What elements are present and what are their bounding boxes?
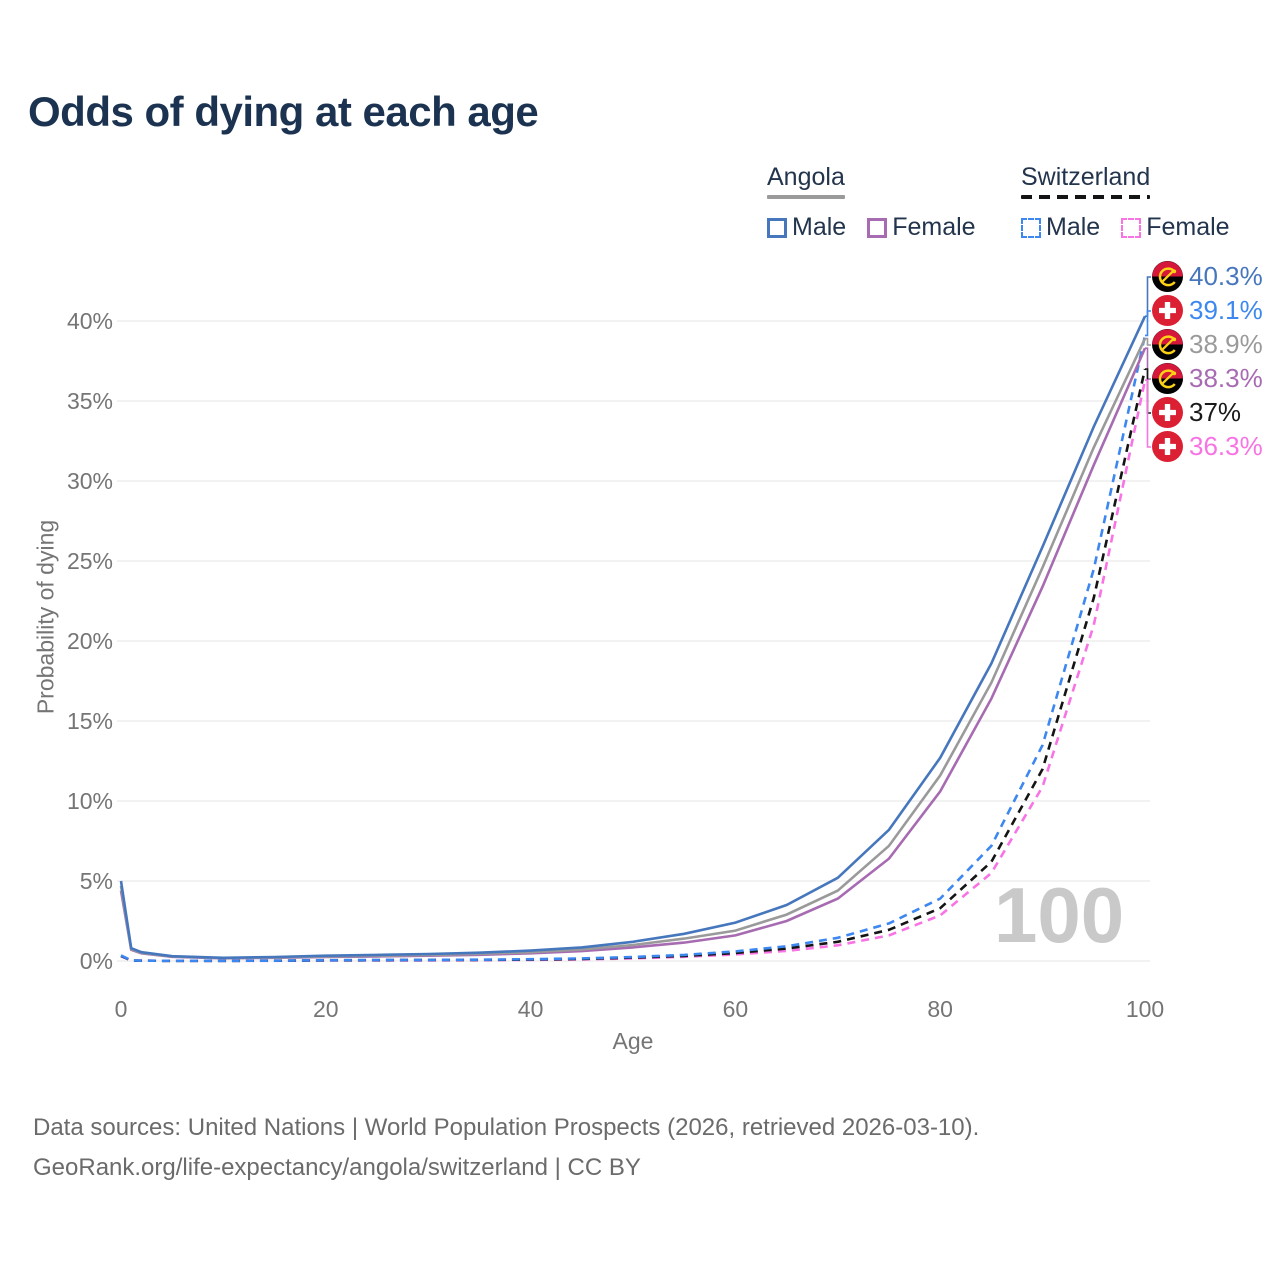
attribution-line: GeoRank.org/life-expectancy/angola/switz… xyxy=(33,1154,641,1181)
end-label-angola-male: 40.3% xyxy=(1152,261,1263,292)
angola-flag-icon xyxy=(1152,363,1183,394)
y-tick-label: 15% xyxy=(66,708,113,734)
end-label-angola-female: 38.3% xyxy=(1152,363,1263,394)
y-tick-label: 5% xyxy=(79,868,113,894)
age-watermark: 100 xyxy=(994,871,1125,959)
label-connector xyxy=(1145,347,1151,380)
angola-female-swatch-icon[interactable] xyxy=(867,217,888,238)
page-title: Odds of dying at each age xyxy=(28,88,539,135)
switzerland-flag-icon xyxy=(1152,295,1183,326)
x-tick-label: 40 xyxy=(517,996,544,1022)
series-line-switzerland-male[interactable] xyxy=(120,335,1147,963)
series-line-angola-female[interactable] xyxy=(119,347,1147,960)
data-sources-line: Data sources: United Nations | World Pop… xyxy=(33,1114,980,1141)
legend-item-switzerland-female[interactable]: Female xyxy=(1121,213,1230,242)
y-tick-label: 0% xyxy=(79,948,113,974)
x-tick-label: 0 xyxy=(114,996,128,1022)
end-label-value: 36.3% xyxy=(1189,431,1263,461)
angola-flag-icon xyxy=(1152,329,1183,360)
x-tick-label: 60 xyxy=(722,996,749,1022)
label-connector xyxy=(1145,276,1151,317)
end-label-value: 39.1% xyxy=(1189,295,1263,325)
legend-item-label[interactable]: Male xyxy=(1046,213,1101,241)
x-tick-label: 80 xyxy=(927,996,953,1022)
legend-group-angola: Angola Male Female xyxy=(767,163,976,242)
legend-item-label[interactable]: Female xyxy=(1146,213,1230,241)
angola-male-swatch-icon[interactable] xyxy=(767,217,787,238)
legend-underline-angola xyxy=(767,195,845,199)
x-axis-title: Age xyxy=(612,1028,654,1054)
legend-item-label[interactable]: Female xyxy=(892,213,976,241)
y-tick-label: 10% xyxy=(66,788,113,814)
end-label-switzerland-both-sexes: 37% xyxy=(1152,397,1241,428)
series-line-angola-male[interactable] xyxy=(119,315,1147,960)
end-label-value: 38.9% xyxy=(1189,329,1263,359)
label-connector xyxy=(1145,310,1151,337)
end-label-angola-both-sexes: 38.9% xyxy=(1152,329,1263,360)
legend-item-switzerland-male[interactable]: Male xyxy=(1021,213,1100,242)
y-tick-label: 35% xyxy=(66,388,113,414)
legend-group-switzerland: Switzerland Male Female xyxy=(1021,163,1230,242)
switzerland-female-swatch-icon[interactable] xyxy=(1121,217,1142,238)
legend-country-angola: Angola xyxy=(767,163,845,204)
y-tick-label: 25% xyxy=(66,548,113,574)
footer: Data sources: United Nations | World Pop… xyxy=(33,1108,979,1188)
end-label-switzerland-male: 39.1% xyxy=(1152,295,1263,326)
legend-country-angola-label: Angola xyxy=(767,163,845,191)
legend-item-label[interactable]: Male xyxy=(792,213,847,241)
x-tick-label: 20 xyxy=(313,996,339,1022)
legend-country-switzerland-label: Switzerland xyxy=(1021,163,1151,191)
switzerland-flag-icon xyxy=(1152,397,1183,428)
angola-flag-icon xyxy=(1152,261,1183,292)
end-label-value: 37% xyxy=(1189,397,1242,427)
series-line-angola-both-sexes[interactable] xyxy=(119,338,1147,960)
series-line-switzerland-female[interactable] xyxy=(120,379,1147,963)
legend-underline-switzerland xyxy=(1021,195,1151,199)
switzerland-male-swatch-icon[interactable] xyxy=(1021,217,1041,238)
end-label-value: 38.3% xyxy=(1189,363,1263,393)
label-connector xyxy=(1145,379,1151,448)
legend-country-switzerland: Switzerland xyxy=(1021,163,1151,204)
label-connector xyxy=(1145,337,1151,346)
legend-item-angola-female[interactable]: Female xyxy=(867,213,976,242)
y-tick-label: 20% xyxy=(66,628,113,654)
x-tick-label: 100 xyxy=(1125,996,1165,1022)
y-tick-label: 40% xyxy=(66,308,113,334)
end-label-switzerland-female: 36.3% xyxy=(1152,431,1263,462)
y-tick-label: 30% xyxy=(66,468,113,494)
end-label-value: 40.3% xyxy=(1189,261,1263,291)
legend-item-angola-male[interactable]: Male xyxy=(767,213,846,242)
switzerland-flag-icon xyxy=(1152,431,1183,462)
